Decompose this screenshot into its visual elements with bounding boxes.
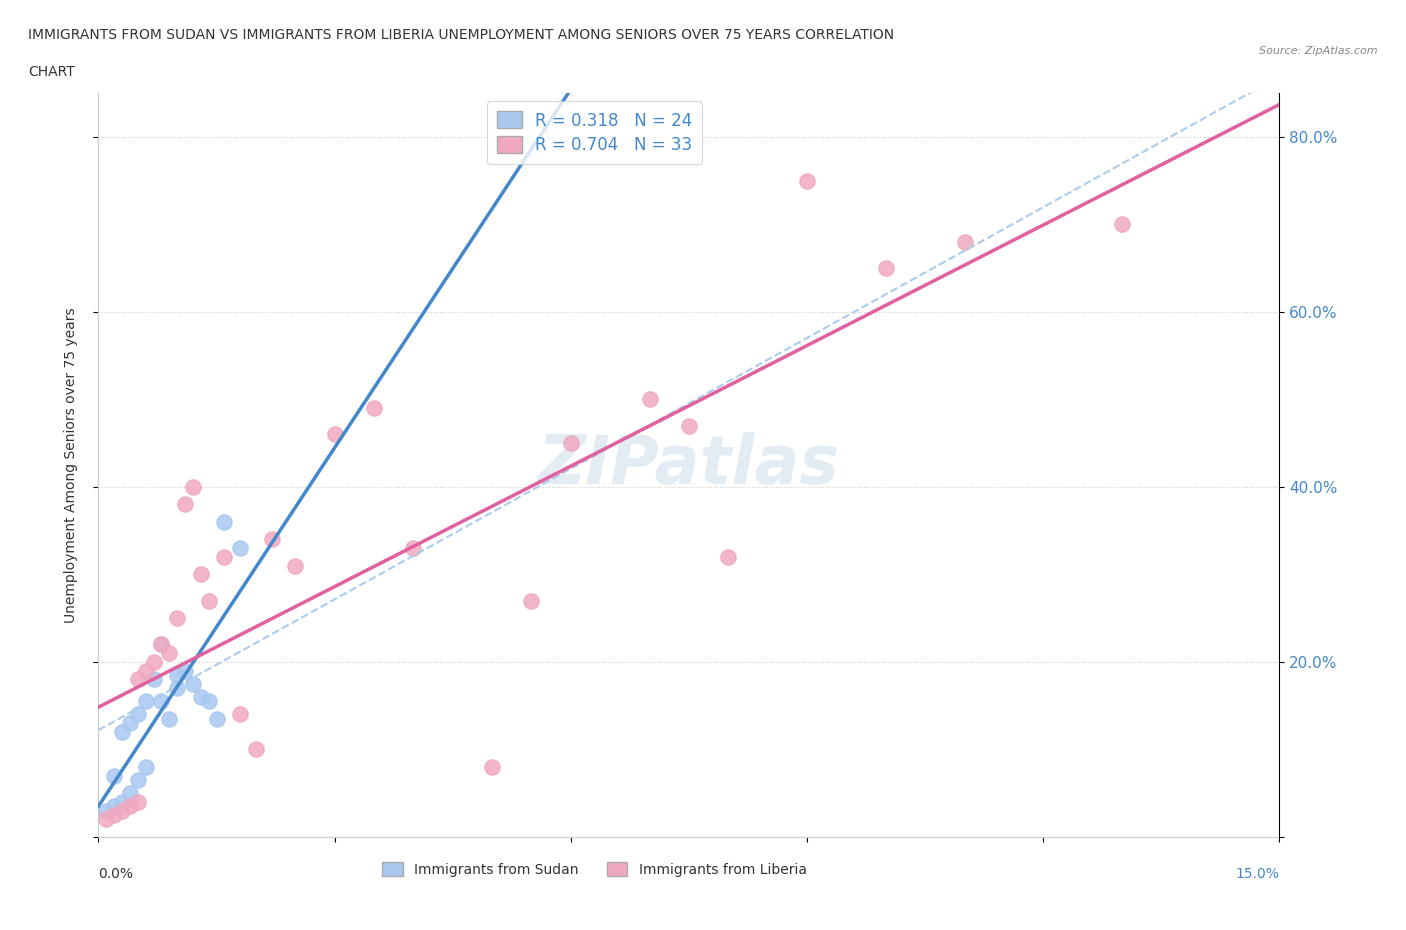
Point — [135, 760, 157, 775]
Point — [166, 611, 188, 626]
Point — [520, 593, 543, 608]
Y-axis label: Unemployment Among Seniors over 75 years: Unemployment Among Seniors over 75 years — [63, 307, 77, 623]
Point — [96, 812, 118, 827]
Point — [127, 794, 149, 809]
Point — [103, 768, 125, 783]
Point — [142, 655, 165, 670]
Point — [214, 550, 236, 565]
Point — [118, 716, 141, 731]
Point — [142, 672, 165, 687]
Point — [127, 773, 149, 788]
Point — [190, 689, 212, 704]
Point — [190, 567, 212, 582]
Point — [103, 807, 125, 822]
Point — [135, 663, 157, 678]
Point — [875, 260, 897, 275]
Point — [135, 694, 157, 709]
Point — [229, 707, 252, 722]
Point — [166, 681, 188, 696]
Point — [363, 401, 385, 416]
Point — [157, 711, 180, 726]
Point — [402, 540, 425, 555]
Point — [717, 550, 740, 565]
Point — [157, 645, 180, 660]
Point — [197, 593, 219, 608]
Text: ZIPatlas: ZIPatlas — [538, 432, 839, 498]
Point — [111, 804, 134, 818]
Point — [953, 234, 976, 249]
Point — [197, 694, 219, 709]
Text: IMMIGRANTS FROM SUDAN VS IMMIGRANTS FROM LIBERIA UNEMPLOYMENT AMONG SENIORS OVER: IMMIGRANTS FROM SUDAN VS IMMIGRANTS FROM… — [28, 28, 894, 42]
Point — [103, 799, 125, 814]
Point — [111, 724, 134, 739]
Point — [150, 694, 173, 709]
Point — [118, 786, 141, 801]
Text: Source: ZipAtlas.com: Source: ZipAtlas.com — [1260, 46, 1378, 57]
Legend: Immigrants from Sudan, Immigrants from Liberia: Immigrants from Sudan, Immigrants from L… — [377, 857, 813, 883]
Point — [127, 707, 149, 722]
Point — [96, 804, 118, 818]
Point — [284, 558, 307, 573]
Point — [796, 173, 818, 188]
Point — [214, 514, 236, 529]
Point — [638, 392, 661, 406]
Point — [174, 663, 197, 678]
Point — [118, 799, 141, 814]
Point — [560, 435, 582, 450]
Point — [150, 637, 173, 652]
Point — [174, 497, 197, 512]
Point — [245, 742, 267, 757]
Text: 0.0%: 0.0% — [98, 867, 134, 881]
Point — [1111, 217, 1133, 232]
Point — [181, 676, 204, 691]
Point — [481, 760, 503, 775]
Text: CHART: CHART — [28, 65, 75, 79]
Point — [127, 672, 149, 687]
Point — [150, 637, 173, 652]
Point — [111, 794, 134, 809]
Point — [323, 427, 346, 442]
Point — [678, 418, 700, 433]
Text: 15.0%: 15.0% — [1236, 867, 1279, 881]
Point — [166, 668, 188, 683]
Point — [181, 480, 204, 495]
Point — [260, 532, 283, 547]
Point — [229, 540, 252, 555]
Point — [205, 711, 228, 726]
